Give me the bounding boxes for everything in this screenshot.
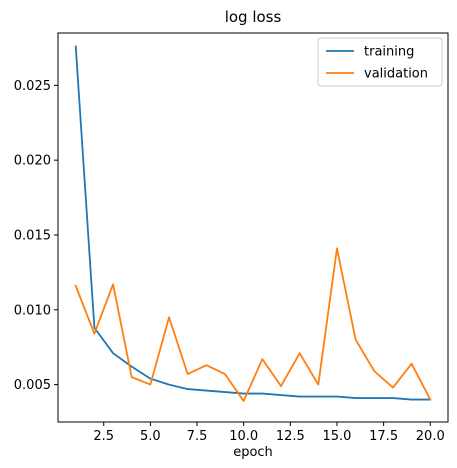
y-tick-label: 0.010: [14, 303, 51, 318]
x-tick-label: 7.5: [187, 429, 208, 444]
series-line-validation: [74, 247, 432, 402]
series-line-training: [74, 45, 432, 401]
x-axis-label: epoch: [233, 445, 273, 460]
y-tick-label: 0.015: [14, 228, 51, 243]
x-tick-label: 17.5: [369, 429, 398, 444]
chart-title: log loss: [225, 8, 282, 26]
x-tick-label: 15.0: [322, 429, 351, 444]
y-tick-label: 0.025: [14, 79, 51, 94]
x-tick-label: 5.0: [140, 429, 161, 444]
y-tick-label: 0.020: [14, 154, 51, 169]
axis-ticks: 2.5 5.0 7.5 10.0 12.5 15.0 17.5 20.0 0.005 0.010 0…: [14, 79, 445, 444]
x-tick-label: 12.5: [276, 429, 305, 444]
series-lines: [74, 45, 432, 402]
legend-box: [317, 37, 443, 87]
y-tick-label: 0.005: [14, 378, 51, 393]
x-tick-label: 2.5: [93, 429, 114, 444]
legend-label-validation: validation: [364, 67, 428, 82]
x-tick-label: 20.0: [416, 429, 445, 444]
x-tick-label: 10.0: [229, 429, 258, 444]
plot-frame: [57, 32, 449, 423]
legend: training validation: [317, 37, 443, 87]
legend-label-training: training: [364, 45, 414, 60]
